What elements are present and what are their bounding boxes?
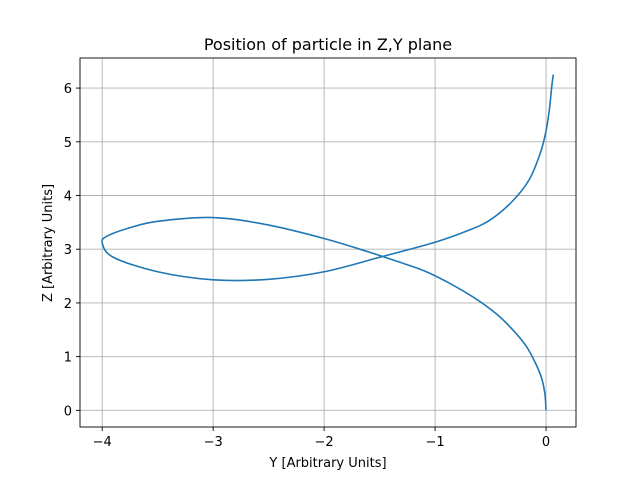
y-tick-label: 3 — [64, 243, 72, 258]
plot-frame — [79, 57, 577, 428]
x-tick-label: −1 — [425, 435, 444, 450]
chart-title: Position of particle in Z,Y plane — [204, 35, 452, 54]
x-tick-label: −2 — [315, 435, 334, 450]
y-tick-label: 2 — [64, 297, 72, 312]
x-tick-label: −3 — [204, 435, 223, 450]
data-series — [101, 74, 555, 411]
y-axis-label: Z [Arbitrary Units] — [41, 184, 56, 302]
x-tick-label: 0 — [542, 435, 550, 450]
y-tick-label: 4 — [64, 190, 72, 205]
y-tick-label: 6 — [64, 82, 72, 97]
gridlines — [80, 58, 576, 427]
series-line — [101, 74, 555, 411]
y-tick-label: 0 — [64, 404, 72, 419]
y-tick-label: 1 — [64, 351, 72, 366]
y-tick-label: 5 — [64, 136, 72, 151]
axis-ticks: −4 −3 −2 −1 0 0 1 2 3 4 5 6 — [64, 82, 550, 450]
x-tick-label: −4 — [93, 435, 112, 450]
x-axis-label: Y [Arbitrary Units] — [268, 456, 386, 471]
